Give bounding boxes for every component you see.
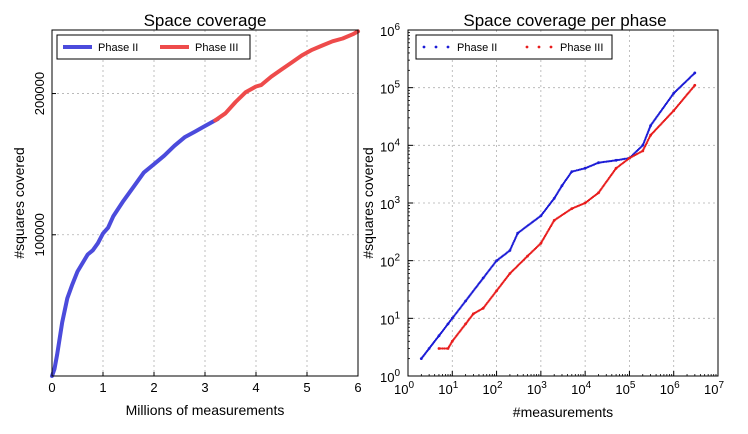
interp-dot (607, 160, 610, 163)
interp-dot (605, 160, 608, 163)
series-phase-iii (437, 83, 697, 350)
legend-swatch-phase-ii (422, 45, 450, 49)
tick-labels: 100 101 102 103 104 105 106 1071001011021031041… (380, 22, 724, 397)
chart-space-coverage-per-phase: Space coverage per phase 100 101 102 103 104… (360, 11, 724, 420)
interp-dot (603, 160, 607, 163)
x-tick-label: 5 (303, 380, 310, 395)
y-axis-label: #squares covered (11, 147, 27, 258)
interp-dot (608, 160, 611, 163)
x-tick-label: 0 (48, 380, 55, 395)
interp-dot (575, 169, 578, 172)
legend: Phase II Phase III (56, 34, 251, 60)
x-tick-label: 1 (99, 380, 106, 395)
data-point (693, 71, 697, 75)
series-group (50, 29, 360, 378)
interp-dot (618, 158, 621, 161)
legend: Phase II Phase III (415, 34, 613, 60)
interp-dot (623, 157, 626, 160)
x-tick-label: 3 (201, 380, 208, 395)
x-tick-label: 4 (252, 380, 259, 395)
data-point (693, 83, 697, 87)
data-point (437, 347, 441, 350)
interp-dot (580, 168, 583, 171)
tick-labels: 0 1 2 3 4 5 6 100000 200000 (32, 72, 362, 395)
x-axis-label: #measurements (513, 404, 613, 420)
legend-dot (434, 45, 438, 49)
interp-dot (579, 168, 582, 171)
chart-space-coverage: Space coverage 0 1 2 3 4 5 6 100000 200000 Milli… (11, 11, 362, 418)
y-axis-label: #squares covered (360, 147, 376, 258)
series-line-phase-iii (213, 29, 360, 123)
y-tick-label: 100000 (32, 213, 47, 256)
series-phase-ii (419, 71, 697, 360)
legend-label-phase-ii: Phase II (457, 42, 497, 54)
chart-title: Space coverage (144, 11, 267, 30)
legend-dot (537, 45, 541, 49)
legend-swatch-phase-iii (525, 45, 553, 49)
interp-dot (602, 160, 605, 164)
x-axis-label: Millions of measurements (126, 402, 285, 418)
interp-dot (574, 169, 577, 172)
legend-label-phase-iii: Phase III (560, 42, 603, 54)
interp-dot (599, 161, 602, 164)
interp-dot (611, 159, 615, 162)
legend-dot (549, 45, 553, 49)
series-line-phase-ii (50, 117, 220, 378)
x-tick-label: 2 (150, 380, 157, 395)
interp-dot (441, 347, 444, 350)
interp-dot (439, 347, 442, 350)
grid (408, 30, 718, 376)
y-tick-label: 200000 (32, 72, 47, 115)
interp-dot (616, 158, 619, 162)
interp-dot (443, 347, 446, 350)
interp-dot (620, 158, 623, 161)
legend-dot (446, 45, 450, 49)
chart-title: Space coverage per phase (463, 11, 666, 30)
x-tick-label: 6 (354, 380, 361, 395)
legend-box (56, 34, 251, 60)
legend-dot (525, 45, 529, 49)
legend-label-phase-iii: Phase III (195, 42, 238, 54)
legend-label-phase-ii: Phase II (98, 42, 138, 54)
legend-dot (422, 45, 426, 49)
series-group (419, 71, 697, 360)
